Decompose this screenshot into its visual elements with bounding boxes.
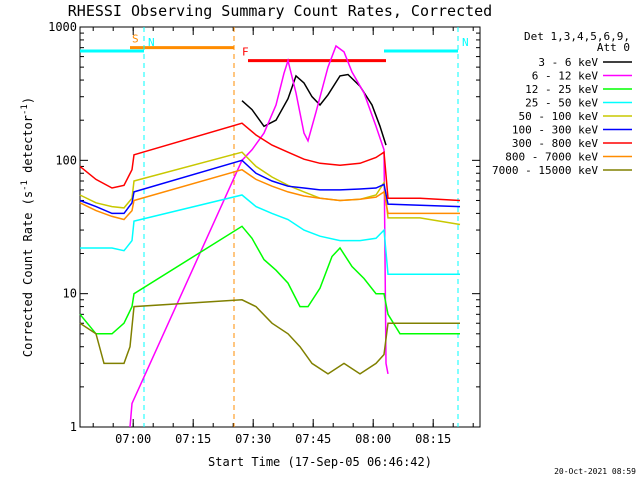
- y-tick-label: 10: [63, 287, 77, 301]
- y-axis-label: Corrected Count Rate (s-1 detector-1): [20, 97, 35, 357]
- y-label-sup1: -1: [20, 180, 30, 191]
- state-label: F: [242, 46, 249, 59]
- y-label-part3: ): [21, 97, 35, 104]
- plot-frame: [79, 26, 481, 428]
- legend-label: 7000 - 15000 keV: [492, 164, 598, 177]
- x-tick-label: 08:00: [355, 432, 391, 446]
- y-label-part1: Corrected Count Rate (s: [21, 191, 35, 357]
- series-line: [129, 44, 389, 428]
- series-line: [79, 168, 460, 221]
- series-line: [79, 151, 461, 226]
- x-tick-label: 07:15: [175, 432, 211, 446]
- state-label: N: [462, 36, 469, 49]
- y-tick-label: 1000: [48, 20, 77, 34]
- series-line: [79, 159, 461, 215]
- plot-area: [79, 26, 481, 428]
- series-line: [80, 194, 460, 275]
- footer-timestamp: 20-Oct-2021 08:59: [554, 467, 636, 476]
- state-label: N: [148, 36, 155, 49]
- legend-label: 25 - 50 keV: [525, 97, 598, 110]
- legend-label: 3 - 6 keV: [538, 56, 598, 69]
- chart-title: RHESSI Observing Summary Count Rates, Co…: [68, 2, 492, 20]
- x-axis: 07:00 07:15 07:30 07:45 08:00 08:15: [92, 27, 474, 446]
- x-tick-label: 08:15: [415, 432, 451, 446]
- state-markers: S N NF: [80, 27, 469, 427]
- legend-header-line2: Att 0: [597, 41, 630, 54]
- series-line: [79, 299, 460, 375]
- x-axis-label: Start Time (17-Sep-05 06:46:42): [208, 455, 432, 469]
- series-line: [241, 73, 387, 146]
- y-tick-label: 1: [70, 420, 77, 434]
- y-tick-label: 100: [55, 153, 77, 167]
- y-axis: 1 10 100 1000: [48, 20, 480, 434]
- series-lines: [79, 44, 461, 428]
- x-tick-label: 07:45: [295, 432, 331, 446]
- y-label-sup2: -1: [20, 104, 30, 115]
- legend-label: 100 - 300 keV: [512, 124, 598, 137]
- legend-label: 12 - 25 keV: [525, 83, 598, 96]
- series-line: [79, 122, 461, 202]
- legend-label: 300 - 800 keV: [512, 137, 598, 150]
- x-tick-label: 07:00: [115, 432, 151, 446]
- series-line: [79, 225, 460, 335]
- legend-header-line1: Det 1,3,4,5,6,9,: [524, 30, 630, 43]
- state-label: S: [132, 33, 139, 46]
- y-label-part2: detector: [21, 115, 35, 180]
- legend-label: 50 - 100 keV: [519, 110, 599, 123]
- legend-label: 800 - 7000 keV: [505, 151, 598, 164]
- legend-label: 6 - 12 keV: [532, 70, 599, 83]
- x-tick-label: 07:30: [235, 432, 271, 446]
